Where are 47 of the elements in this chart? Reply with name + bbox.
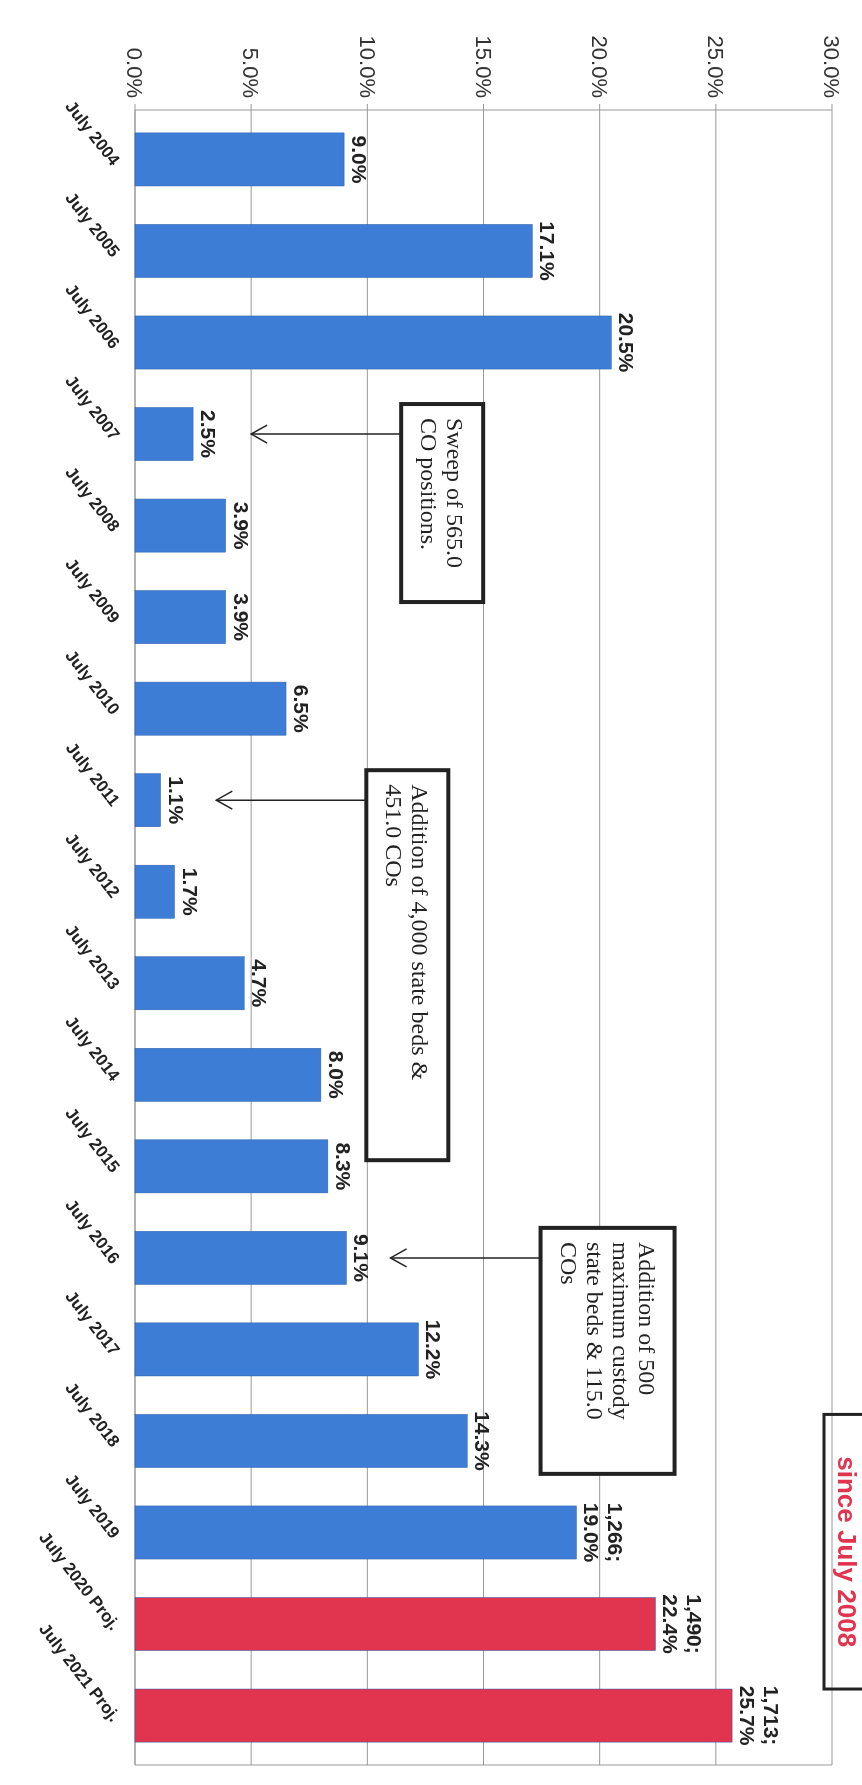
data-label: 20.5% (615, 312, 639, 373)
bar (134, 498, 226, 553)
annotation: Sweep of 565.0 CO positions. (416, 418, 469, 569)
annotation: Addition of 500 maximum custody state beds & 115.0 COs (555, 1241, 660, 1420)
bar (134, 773, 161, 827)
text: since July 2008 (832, 1456, 862, 1648)
bar (134, 1688, 733, 1743)
data-label: 2.5% (197, 410, 221, 459)
x-tick-label: 30.0% (819, 35, 845, 98)
data-label: 14.3% (471, 1411, 495, 1472)
data-label: 1.1% (164, 776, 188, 825)
x-tick-label: 10.0% (354, 35, 380, 98)
x-tick-label: 5.0% (238, 47, 264, 98)
bar (134, 407, 194, 461)
bar (134, 1322, 419, 1377)
data-label: 1,713; 25.7% (736, 1685, 784, 1746)
x-tick-label: 25.0% (703, 35, 729, 98)
bar (134, 1597, 656, 1651)
x-tick-label: 15.0% (470, 35, 496, 98)
bar (134, 1048, 322, 1102)
data-label: 4.7% (248, 959, 272, 1008)
bar (134, 315, 612, 370)
data-label: 12.2% (422, 1319, 446, 1380)
x-tick-label: 0.0% (122, 47, 148, 98)
x-tick-label: 20.0% (586, 35, 612, 98)
data-label: 6.5% (290, 684, 314, 733)
bar (134, 1505, 577, 1560)
bar (134, 224, 533, 278)
data-label: 3.9% (229, 501, 253, 550)
data-label: 1.7% (178, 867, 202, 916)
bar (134, 1231, 347, 1285)
data-label: 8.3% (331, 1142, 355, 1191)
bar (134, 132, 345, 187)
bar (134, 1139, 329, 1194)
data-label: 1,490; 22.4% (659, 1594, 707, 1655)
data-label: 9.0% (348, 135, 372, 184)
data-label: 1,266; 19.0% (580, 1502, 628, 1563)
data-label: 8.0% (324, 1050, 348, 1100)
bar (134, 681, 287, 736)
annotation: Addition of 4,000 state beds & 451.0 COs (381, 784, 434, 1081)
data-label: 3.9% (229, 593, 253, 642)
bar (134, 956, 245, 1011)
data-label: 9.1% (350, 1233, 374, 1283)
bar (134, 1414, 468, 1468)
bar (134, 590, 226, 644)
data-label: 17.1% (536, 221, 560, 282)
bar (134, 864, 175, 919)
